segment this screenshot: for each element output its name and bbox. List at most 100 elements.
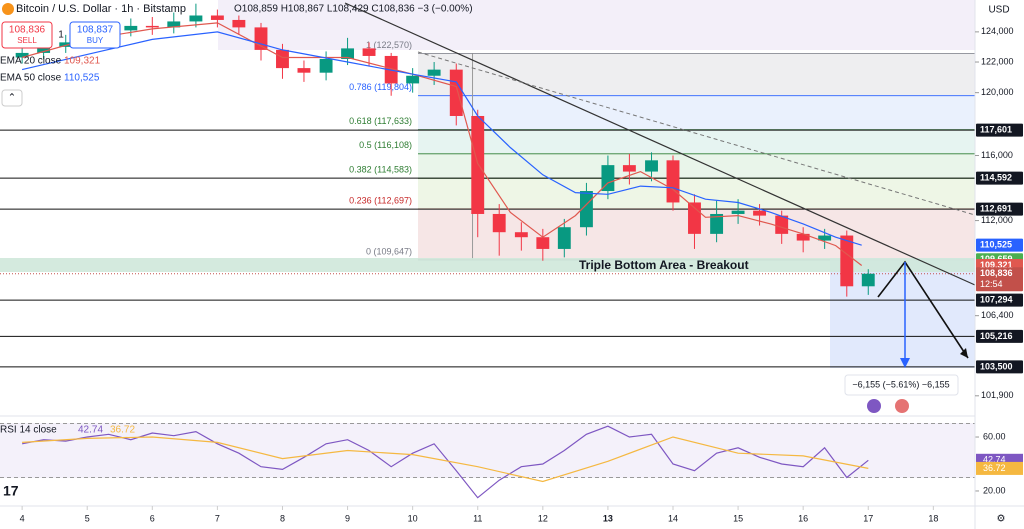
candle-body bbox=[362, 48, 376, 56]
rsi-tick-label: 20.00 bbox=[983, 485, 1006, 495]
icon[interactable] bbox=[895, 399, 909, 413]
candle-body bbox=[731, 210, 745, 214]
price-tag bbox=[976, 329, 1023, 343]
candle-body bbox=[145, 25, 159, 28]
candle-body bbox=[471, 115, 485, 214]
fib-band bbox=[418, 153, 975, 179]
arrow-head bbox=[960, 348, 968, 358]
fib-label: 0.5 (116,108) bbox=[359, 140, 412, 150]
price-tag-label: 108,836 bbox=[980, 268, 1013, 278]
y-tick-label: 122,000 bbox=[981, 56, 1014, 66]
price-tag-label: 114,592 bbox=[980, 173, 1012, 183]
candle-body bbox=[710, 213, 724, 234]
quantity[interactable]: 1 bbox=[58, 30, 64, 41]
ema-line bbox=[21, 22, 863, 266]
candle-body bbox=[37, 46, 51, 53]
x-tick-label: 13 bbox=[603, 513, 613, 523]
candle-body bbox=[775, 215, 789, 234]
sell-price[interactable]: 108,836 bbox=[9, 25, 46, 36]
y-tick-label: 116,000 bbox=[981, 150, 1013, 160]
candle-body bbox=[124, 25, 138, 31]
x-tick-label: 10 bbox=[408, 513, 418, 523]
measure-arrow-head bbox=[900, 358, 910, 368]
currency: USD bbox=[988, 5, 1009, 16]
price-tag-label: 103,500 bbox=[980, 361, 1013, 371]
x-tick-label: 5 bbox=[85, 513, 90, 523]
settings-icon[interactable]: ⚙ bbox=[997, 514, 1006, 525]
collapse-icon[interactable]: ⌃ bbox=[8, 93, 16, 104]
candle-body bbox=[189, 15, 203, 22]
dashed-trendline bbox=[417, 51, 976, 216]
sell-button[interactable] bbox=[1, 21, 53, 49]
fib-label: 0 (109,647) bbox=[366, 246, 412, 256]
rsi-tag-label: 42.74 bbox=[983, 455, 1006, 465]
candle-body bbox=[840, 235, 854, 287]
candle-body bbox=[536, 237, 550, 249]
x-tick-label: 11 bbox=[473, 513, 482, 523]
buy-button[interactable] bbox=[69, 21, 121, 49]
ema-line bbox=[21, 31, 862, 246]
x-tick-label: 9 bbox=[345, 513, 350, 523]
annotation: Triple Bottom Area - Breakout bbox=[579, 258, 749, 272]
rsi-tag-label: 36.72 bbox=[983, 463, 1006, 473]
price-tag bbox=[976, 267, 1023, 292]
x-tick-label: 8 bbox=[280, 513, 285, 523]
collapse-button[interactable] bbox=[1, 89, 23, 107]
btc-icon bbox=[2, 3, 14, 15]
price-axis: 124,000 122,000 120,000 116,000 112,000 106,4… bbox=[975, 26, 1023, 400]
candle-body bbox=[753, 210, 767, 216]
x-tick-label: 15 bbox=[733, 513, 743, 523]
candle-body bbox=[319, 58, 333, 73]
icon[interactable] bbox=[867, 399, 881, 413]
buy-price[interactable]: 108,837 bbox=[77, 25, 114, 36]
fib-label: 1 (122,570) bbox=[366, 40, 412, 50]
top-shade bbox=[218, 0, 975, 50]
candle-body bbox=[666, 160, 680, 203]
fib-label: 0.786 (119,804) bbox=[349, 82, 412, 92]
fib-label: 0.236 (112,697) bbox=[349, 195, 412, 205]
x-tick-label: 6 bbox=[150, 513, 155, 523]
legend-name: EMA 50 close bbox=[0, 73, 62, 84]
levels bbox=[0, 129, 975, 368]
candle-body bbox=[492, 213, 506, 233]
candle-body bbox=[514, 232, 528, 238]
rsi-legend-value: 36.72 bbox=[110, 425, 135, 436]
projection-box bbox=[830, 258, 975, 368]
candle-body bbox=[167, 21, 181, 28]
candle-body bbox=[449, 69, 463, 116]
rsi-tag bbox=[976, 461, 1023, 475]
x-tick-label: 14 bbox=[668, 513, 678, 523]
logo: 17 bbox=[3, 483, 19, 499]
price-tag-label: 110,525 bbox=[980, 240, 1012, 250]
price-tag-label: 112,691 bbox=[980, 204, 1012, 214]
price-tag-label: 117,601 bbox=[980, 124, 1012, 134]
buy-label[interactable]: BUY bbox=[87, 36, 104, 45]
rsi-title: RSI 14 close bbox=[0, 425, 57, 436]
price-tag-time: 12:54 bbox=[980, 279, 1003, 289]
x-tick-label: 7 bbox=[215, 513, 220, 523]
candle-body bbox=[645, 160, 658, 172]
fib-label: 0.618 (117,633) bbox=[349, 116, 412, 126]
candle-body bbox=[232, 19, 246, 28]
price-tag-label: 109,321 bbox=[980, 260, 1013, 270]
sell-label[interactable]: SELL bbox=[17, 36, 37, 45]
candle-body bbox=[406, 75, 420, 84]
legend-value: 110,525 bbox=[64, 73, 100, 84]
ohlc: O108,859 H108,867 L108,429 C108,836 −3 (… bbox=[234, 4, 473, 15]
plot bbox=[15, 3, 875, 297]
candle-body bbox=[601, 165, 615, 192]
candle-body bbox=[796, 233, 810, 241]
candle-body bbox=[818, 235, 832, 241]
y-tick-label: 120,000 bbox=[981, 87, 1014, 97]
fib-band bbox=[418, 95, 975, 130]
candle-body bbox=[557, 227, 571, 249]
price-tag bbox=[976, 123, 1023, 137]
legend-value: 109,321 bbox=[64, 56, 101, 67]
y-tick-label: 112,000 bbox=[981, 215, 1013, 225]
x-tick-label: 4 bbox=[20, 513, 25, 523]
x-tick-label: 16 bbox=[798, 513, 808, 523]
x-tick-label: 17 bbox=[863, 513, 873, 523]
price-tag bbox=[976, 360, 1023, 374]
